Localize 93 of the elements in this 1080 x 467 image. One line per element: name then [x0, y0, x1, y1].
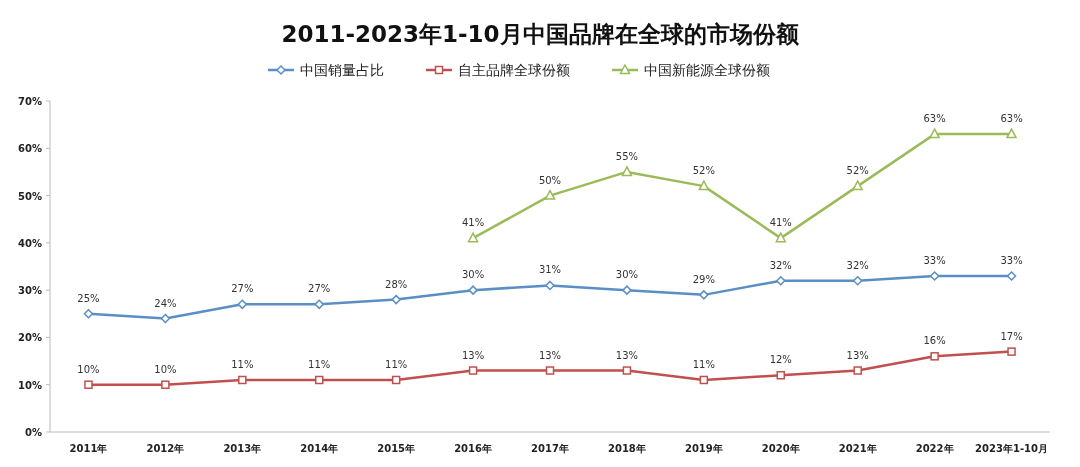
legend-label: 中国销量占比: [300, 62, 384, 78]
point: [391, 375, 401, 385]
data-label: 11%: [385, 358, 408, 370]
point: [545, 280, 555, 291]
x-tick-label: 2012年: [146, 443, 185, 454]
data-label: 52%: [692, 165, 715, 177]
point: [1006, 128, 1017, 139]
data-label: 33%: [1000, 254, 1023, 266]
data-label: 63%: [1000, 113, 1023, 125]
point: [314, 375, 324, 385]
point: [775, 232, 787, 243]
data-label: 33%: [923, 254, 946, 266]
point: [238, 375, 247, 385]
point: [698, 180, 710, 191]
x-tick-label: 2023年1-10月: [975, 443, 1048, 454]
point: [467, 232, 479, 243]
point: [160, 313, 171, 324]
y-tick-label: 60%: [18, 143, 42, 155]
data-label: 55%: [615, 150, 639, 162]
point: [84, 380, 93, 389]
data-label: 41%: [461, 217, 485, 229]
data-label: 11%: [308, 358, 331, 370]
point: [161, 380, 170, 389]
legend-label: 中国新能源全球份额: [644, 62, 770, 78]
y-tick-label: 70%: [18, 96, 42, 107]
point: [1007, 347, 1016, 356]
data-label: 27%: [308, 283, 331, 295]
point: [468, 366, 478, 375]
data-label: 29%: [692, 273, 715, 285]
point: [314, 299, 324, 310]
legend-label: 自主品牌全球份额: [458, 62, 570, 78]
data-label: 52%: [846, 165, 869, 177]
data-label: 30%: [615, 269, 639, 281]
data-label: 13%: [615, 349, 639, 361]
point: [929, 271, 940, 281]
y-tick-label: 30%: [18, 285, 42, 297]
x-tick-label: 2020年: [761, 443, 800, 454]
data-label: 41%: [769, 217, 792, 229]
point: [1006, 271, 1017, 281]
point: [776, 275, 786, 286]
data-label: 63%: [923, 113, 946, 125]
x-tick-label: 2018年: [608, 443, 646, 454]
point: [852, 275, 863, 286]
point: [930, 352, 939, 361]
data-label: 13%: [461, 349, 485, 361]
data-label: 31%: [538, 264, 562, 276]
point: [468, 285, 478, 295]
data-label: 50%: [538, 174, 562, 186]
x-tick-label: 2011年: [69, 443, 108, 454]
point: [699, 290, 709, 300]
y-tick-label: 40%: [18, 237, 42, 249]
point: [929, 128, 940, 139]
data-label: 10%: [77, 363, 100, 375]
point: [391, 294, 401, 305]
x-tick-label: 2019年: [684, 443, 723, 454]
data-label: 17%: [1000, 330, 1023, 342]
y-tick-label: 20%: [18, 332, 42, 344]
data-label: 25%: [77, 292, 100, 304]
data-label: 32%: [846, 259, 869, 271]
data-label: 32%: [769, 259, 792, 271]
y-tick-label: 0%: [25, 427, 42, 438]
point: [545, 366, 555, 375]
point: [852, 180, 863, 191]
data-label: 27%: [231, 283, 254, 295]
data-label: 11%: [692, 358, 715, 370]
point: [853, 366, 862, 375]
data-label: 10%: [154, 363, 177, 375]
x-tick-label: 2015年: [377, 443, 416, 454]
point: [622, 285, 632, 295]
data-label: 28%: [385, 278, 408, 290]
x-tick-label: 2017年: [531, 443, 569, 454]
data-label: 12%: [769, 354, 792, 366]
point: [237, 299, 248, 310]
data-label: 24%: [154, 297, 177, 309]
x-tick-label: 2016年: [454, 443, 492, 454]
y-tick-label: 50%: [18, 190, 42, 202]
point: [622, 366, 632, 375]
point: [776, 371, 786, 380]
point: [544, 189, 556, 200]
data-label: 30%: [461, 269, 485, 281]
point: [699, 375, 709, 385]
point: [621, 166, 633, 177]
x-tick-label: 2013年: [223, 443, 262, 454]
x-tick-label: 2021年: [838, 443, 877, 454]
chart-title: 2011-2023年1-10月中国品牌在全球的市场份额: [281, 21, 800, 47]
x-tick-label: 2022年: [915, 443, 954, 454]
data-label: 13%: [538, 349, 562, 361]
data-label: 13%: [846, 349, 869, 361]
x-tick-label: 2014年: [300, 443, 339, 454]
data-label: 16%: [923, 335, 946, 347]
y-tick-label: 10%: [18, 379, 42, 391]
point: [83, 309, 94, 319]
data-label: 11%: [231, 358, 254, 370]
